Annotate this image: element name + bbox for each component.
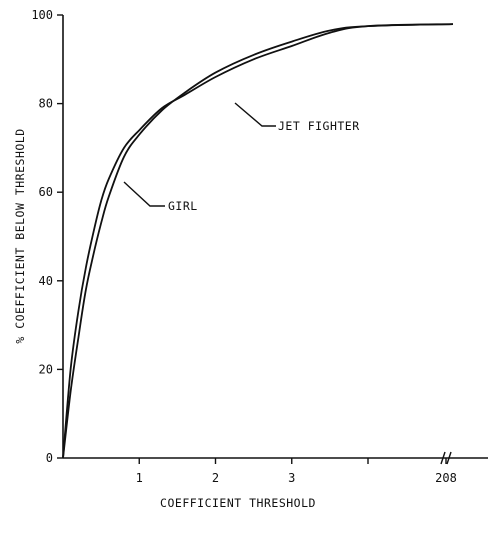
leader-line-jet-fighter (234, 102, 276, 127)
y-tick-label: 20 (39, 362, 53, 376)
series-line-girl (62, 23, 454, 459)
annotation-jet-fighter: JET FIGHTER (278, 119, 360, 133)
x-axis-break-marker (440, 451, 452, 465)
series-line-jet-fighter (62, 23, 454, 459)
y-tick-label: 40 (39, 274, 53, 288)
annotation-girl: GIRL (168, 199, 198, 213)
x-tick-label: 1 (136, 471, 143, 485)
y-axis-ticks: 0 20 40 60 80 100 (31, 8, 63, 465)
x-tick-label: 3 (288, 471, 295, 485)
y-axis-title: % COEFFICIENT BELOW THRESHOLD (13, 128, 27, 343)
annotations-group: JET FIGHTER GIRL (123, 102, 360, 213)
axis-break-slash (446, 451, 452, 465)
x-axis-ticks: 1 2 3 (136, 458, 369, 485)
leader-line-girl (123, 181, 165, 207)
x-tick-label: 2 (212, 471, 219, 485)
y-tick-label: 100 (31, 8, 53, 22)
y-tick-label: 80 (39, 97, 53, 111)
x-axis-title: COEFFICIENT THRESHOLD (160, 496, 316, 510)
series-group (62, 23, 454, 459)
axis-break-slash (440, 451, 446, 465)
x-axis-break-label: 208 (435, 471, 457, 485)
y-tick-label: 60 (39, 185, 53, 199)
y-tick-label: 0 (46, 451, 53, 465)
